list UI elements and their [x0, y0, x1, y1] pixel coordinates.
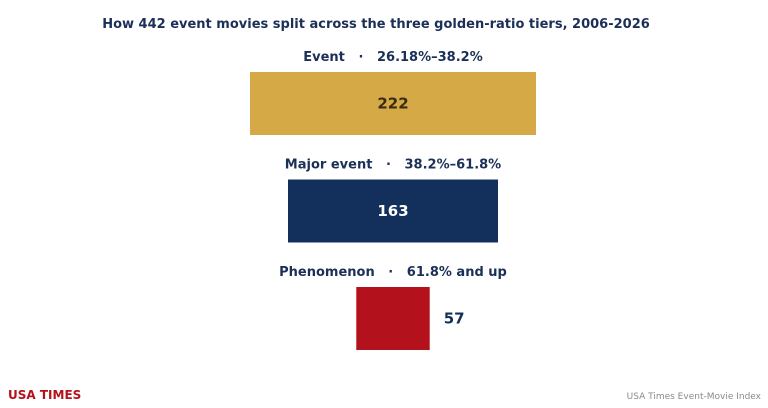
source-note: USA Times Event-Movie Index — [627, 392, 762, 402]
tier-label: Event · 26.18%–38.2% — [303, 50, 482, 65]
bar — [356, 287, 430, 350]
chart-title: How 442 event movies split across the th… — [102, 17, 650, 32]
brand-logo: USA TIMES — [8, 388, 81, 402]
tier-label: Phenomenon · 61.8% and up — [279, 265, 507, 280]
value-label: 163 — [377, 202, 408, 220]
tier-label: Major event · 38.2%–61.8% — [285, 158, 501, 173]
chart-marks: Event · 26.18%–38.2% 222 Major event · 38.… — [250, 50, 536, 350]
bar — [250, 72, 536, 135]
bar — [288, 179, 498, 243]
value-label: 222 — [377, 95, 408, 113]
value-label: 57 — [444, 310, 465, 328]
